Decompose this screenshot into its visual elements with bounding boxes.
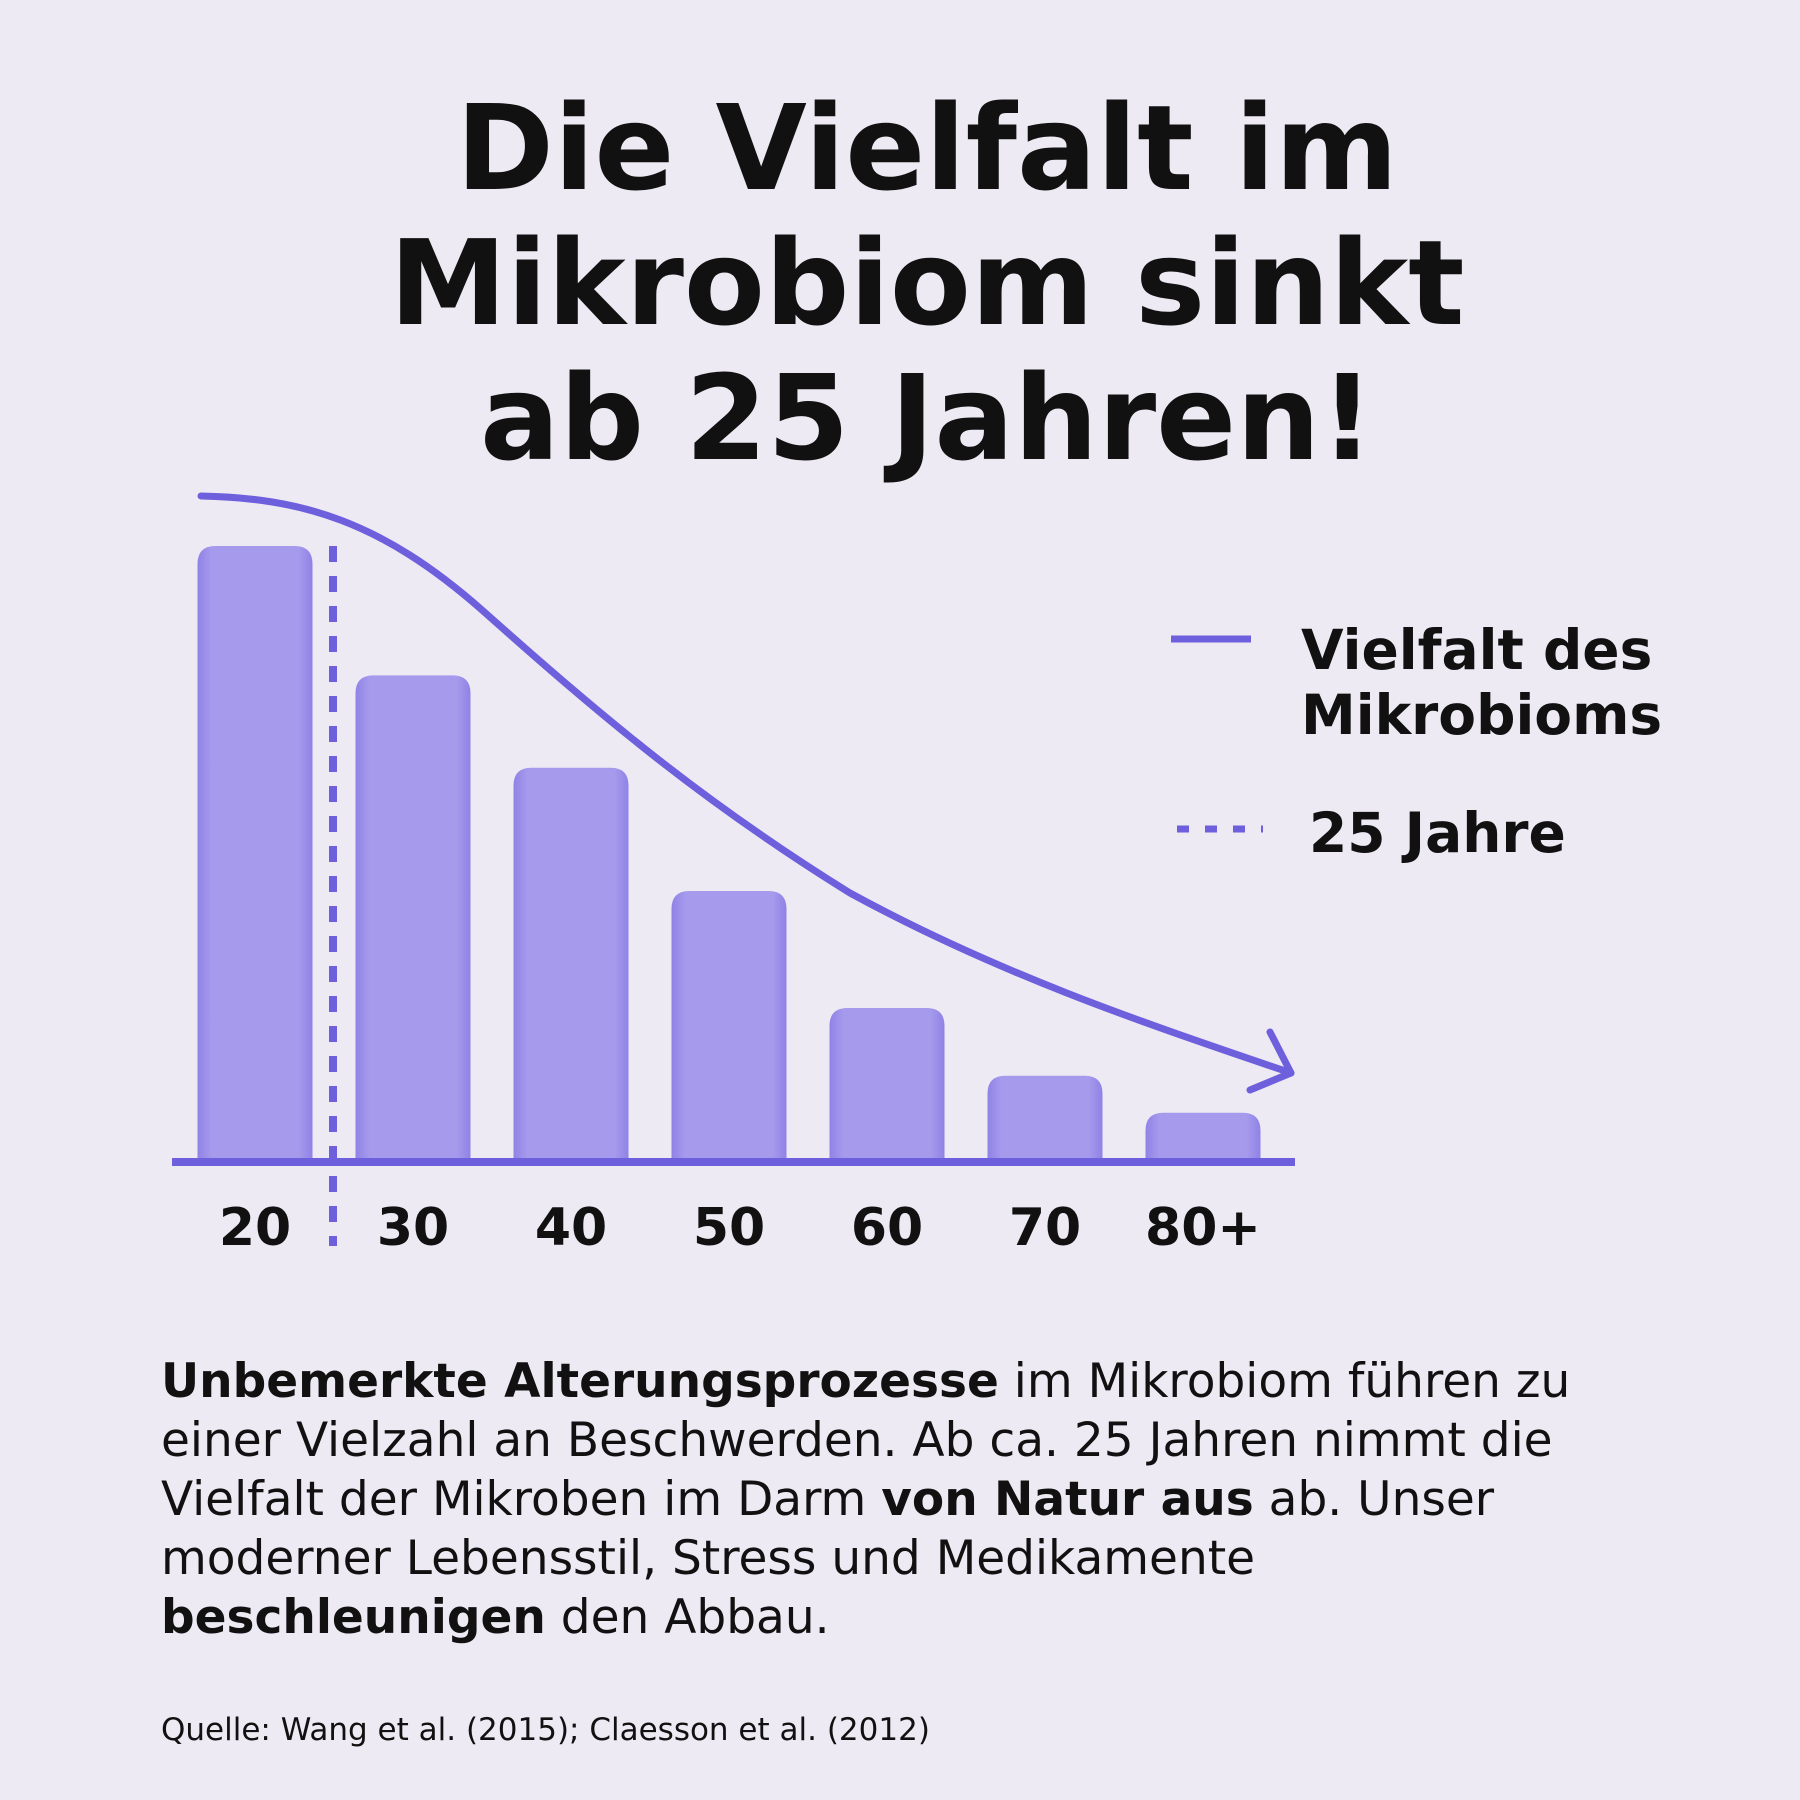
paragraph-segment: ab. Unser moderner Lebensstil, Stress un…: [161, 1472, 1510, 1586]
bar: [987, 1075, 1103, 1162]
description: Unbemerkte Alterungsprozesse im Mikrobio…: [161, 1352, 1651, 1647]
bar: [829, 1008, 945, 1162]
source: Quelle: Wang et al. (2015); Claesson et …: [161, 1712, 930, 1748]
paragraph-segment: den Abbau.: [545, 1590, 830, 1645]
paragraph-segment: im Mikrobiom führen zu einer Vielzahl an…: [161, 1354, 1586, 1527]
paragraph-segment: beschleunigen: [161, 1590, 546, 1645]
paragraph-segment: von Natur aus: [881, 1472, 1254, 1527]
chart-title: ab 25 Jahren!: [480, 349, 1374, 487]
x-tick-label: 40: [535, 1198, 607, 1258]
chart-title: Mikrobiom sinkt: [389, 214, 1464, 352]
legend-label: Mikrobioms: [1301, 683, 1662, 747]
trend-curve: [197, 492, 1295, 1077]
x-tick-label: 20: [219, 1198, 291, 1258]
paragraph-segment: Unbemerkte Alterungsprozesse: [161, 1354, 999, 1409]
trend-arrow: [1246, 1028, 1295, 1094]
bar: [197, 546, 313, 1162]
x-tick-label: 70: [1009, 1198, 1081, 1258]
legend-label: Vielfalt des: [1301, 618, 1652, 682]
bar: [355, 675, 471, 1162]
chart-title: Die Vielfalt im: [456, 79, 1398, 217]
x-tick-label: 30: [377, 1198, 449, 1258]
x-tick-label: 60: [851, 1198, 923, 1258]
legend-label: 25 Jahre: [1309, 801, 1566, 865]
bar: [671, 890, 787, 1162]
x-tick-label: 80+: [1145, 1198, 1261, 1258]
x-tick-label: 50: [693, 1198, 765, 1258]
bar: [513, 767, 629, 1162]
bar: [1145, 1112, 1261, 1162]
